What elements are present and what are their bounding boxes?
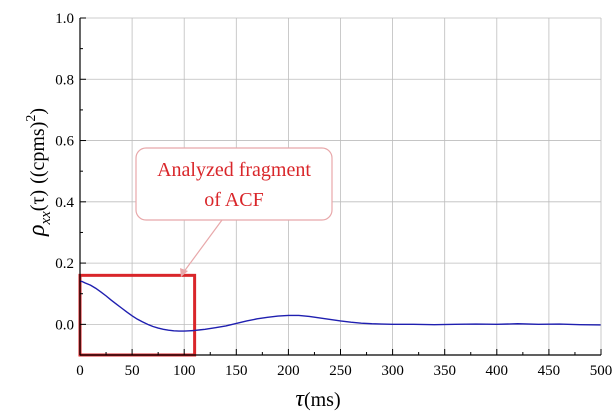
analyzed-region-box xyxy=(78,273,197,357)
x-tick-label: 0 xyxy=(76,363,84,379)
y-tick-label: 0.6 xyxy=(55,134,74,150)
x-tick-label: 400 xyxy=(486,363,509,379)
x-tick-label: 300 xyxy=(381,363,404,379)
x-tick-label: 150 xyxy=(225,363,248,379)
y-axis-unit: ((cpms) xyxy=(27,122,49,184)
y-tick-label: 0.2 xyxy=(55,256,74,272)
annotation-arrowhead xyxy=(180,268,188,277)
y-axis-subscript: xx xyxy=(38,211,54,226)
x-tick-label: 350 xyxy=(433,363,456,379)
y-axis-symbol: ρ xyxy=(24,225,50,238)
annotation-text-line-2: of ACF xyxy=(204,189,263,211)
annotation-text-line-1: Analyzed fragment xyxy=(157,159,311,181)
y-axis-power: 2 xyxy=(24,115,39,122)
y-tick-label: 0.4 xyxy=(55,195,74,211)
x-tick-label: 450 xyxy=(538,363,561,379)
highlight-layer xyxy=(78,273,197,357)
y-tick-label: 0.0 xyxy=(55,317,74,333)
series-layer xyxy=(80,280,602,332)
acf-series-line xyxy=(80,280,602,332)
x-tick-label: 50 xyxy=(125,363,140,379)
x-axis-symbol: τ xyxy=(295,386,305,412)
x-tick-label: 250 xyxy=(329,363,352,379)
x-axis-unit: (ms) xyxy=(304,389,341,411)
y-axis-ticks: 0.0 0.2 0.4 0.6 0.8 1.0 xyxy=(55,11,86,356)
x-tick-label: 500 xyxy=(590,363,613,379)
y-axis-close: ) xyxy=(27,108,49,115)
y-tick-label: 1.0 xyxy=(55,11,74,27)
annotation-pointer xyxy=(182,219,223,274)
x-axis-label: τ(ms) xyxy=(295,386,340,412)
y-axis-label: ρxx(τ) ((cpms)2) xyxy=(24,108,54,237)
x-axis-ticks: 0 50 100 150 200 250 300 350 400 450 500 xyxy=(76,349,612,379)
y-tick-label: 0.8 xyxy=(55,72,74,88)
y-axis-arg: (τ) xyxy=(27,190,49,211)
annotation-box xyxy=(135,147,333,221)
annotation-callout: Analyzed fragment of ACF xyxy=(135,147,333,277)
x-tick-label: 100 xyxy=(173,363,196,379)
x-tick-label: 200 xyxy=(277,363,300,379)
